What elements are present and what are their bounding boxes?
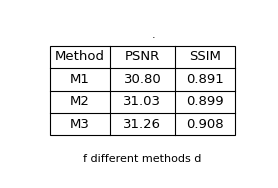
Text: 31.26: 31.26 [123,118,162,131]
Text: 30.80: 30.80 [124,73,161,86]
Text: .: . [152,30,155,40]
Text: SSIM: SSIM [189,50,221,63]
Text: 31.03: 31.03 [123,95,162,108]
Text: M1: M1 [70,73,90,86]
Text: 0.908: 0.908 [186,118,224,131]
Text: Method: Method [55,50,105,63]
Text: M2: M2 [70,95,90,108]
Text: 0.899: 0.899 [186,95,224,108]
Text: M3: M3 [70,118,90,131]
Text: PSNR: PSNR [125,50,160,63]
Text: 0.891: 0.891 [186,73,224,86]
Text: f different methods d: f different methods d [83,154,202,164]
